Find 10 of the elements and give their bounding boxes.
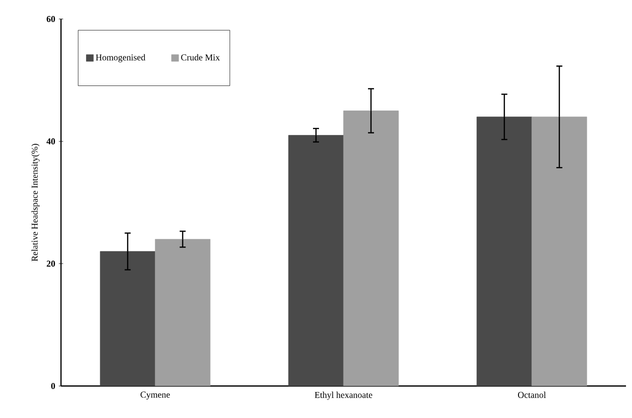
- y-tick-label: 60: [46, 16, 56, 22]
- x-tick-label: Octanol: [518, 392, 546, 398]
- legend-label: Homogenised: [96, 54, 146, 62]
- y-tick-label: 20: [46, 260, 56, 267]
- y-tick-label: 40: [46, 138, 56, 144]
- legend-label: Crude Mix: [181, 54, 220, 60]
- y-axis-title: Relative Headspace Intensity(%): [31, 144, 40, 262]
- x-tick-label: Ethyl hexanoate: [314, 392, 372, 400]
- y-tick-label: 0: [51, 382, 56, 390]
- x-tick-label: Cymene: [140, 392, 170, 400]
